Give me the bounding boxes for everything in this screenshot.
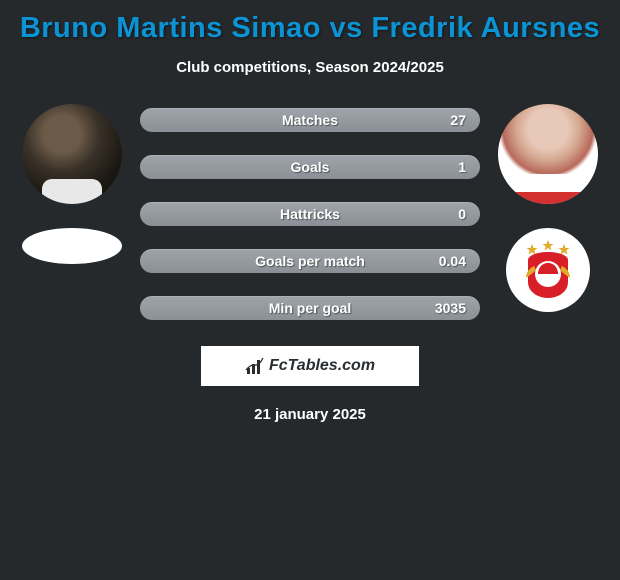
comparison-title: Bruno Martins Simao vs Fredrik Aursnes — [0, 0, 620, 45]
right-column — [498, 104, 598, 312]
brand-box: FcTables.com — [201, 346, 419, 386]
stat-label: Hattricks — [280, 206, 340, 222]
player1-avatar — [22, 104, 122, 204]
stat-row-hattricks: Hattricks 0 — [140, 202, 480, 226]
benfica-crest-icon — [516, 238, 580, 302]
brand-text: FcTables.com — [269, 357, 375, 375]
stat-row-min-per-goal: Min per goal 3035 — [140, 296, 480, 320]
player2-club-logo — [506, 228, 590, 312]
stat-label: Min per goal — [269, 300, 351, 316]
stat-row-goals: Goals 1 — [140, 155, 480, 179]
stat-value-right: 27 — [450, 112, 466, 128]
stat-label: Goals per match — [255, 253, 365, 269]
stat-label: Goals — [291, 159, 330, 175]
stat-row-goals-per-match: Goals per match 0.04 — [140, 249, 480, 273]
stat-label: Matches — [282, 112, 338, 128]
left-column — [22, 104, 122, 264]
chart-bars-icon — [245, 356, 265, 376]
player2-avatar — [498, 104, 598, 204]
comparison-subtitle: Club competitions, Season 2024/2025 — [0, 59, 620, 76]
stat-value-right: 1 — [458, 159, 466, 175]
player1-club-logo — [22, 228, 122, 264]
stat-value-right: 0.04 — [439, 253, 466, 269]
stats-list: Matches 27 Goals 1 Hattricks 0 Goals per… — [140, 104, 480, 320]
content-row: Matches 27 Goals 1 Hattricks 0 Goals per… — [0, 104, 620, 320]
stat-value-right: 0 — [458, 206, 466, 222]
date-text: 21 january 2025 — [0, 406, 620, 423]
stat-row-matches: Matches 27 — [140, 108, 480, 132]
stat-value-right: 3035 — [435, 300, 466, 316]
